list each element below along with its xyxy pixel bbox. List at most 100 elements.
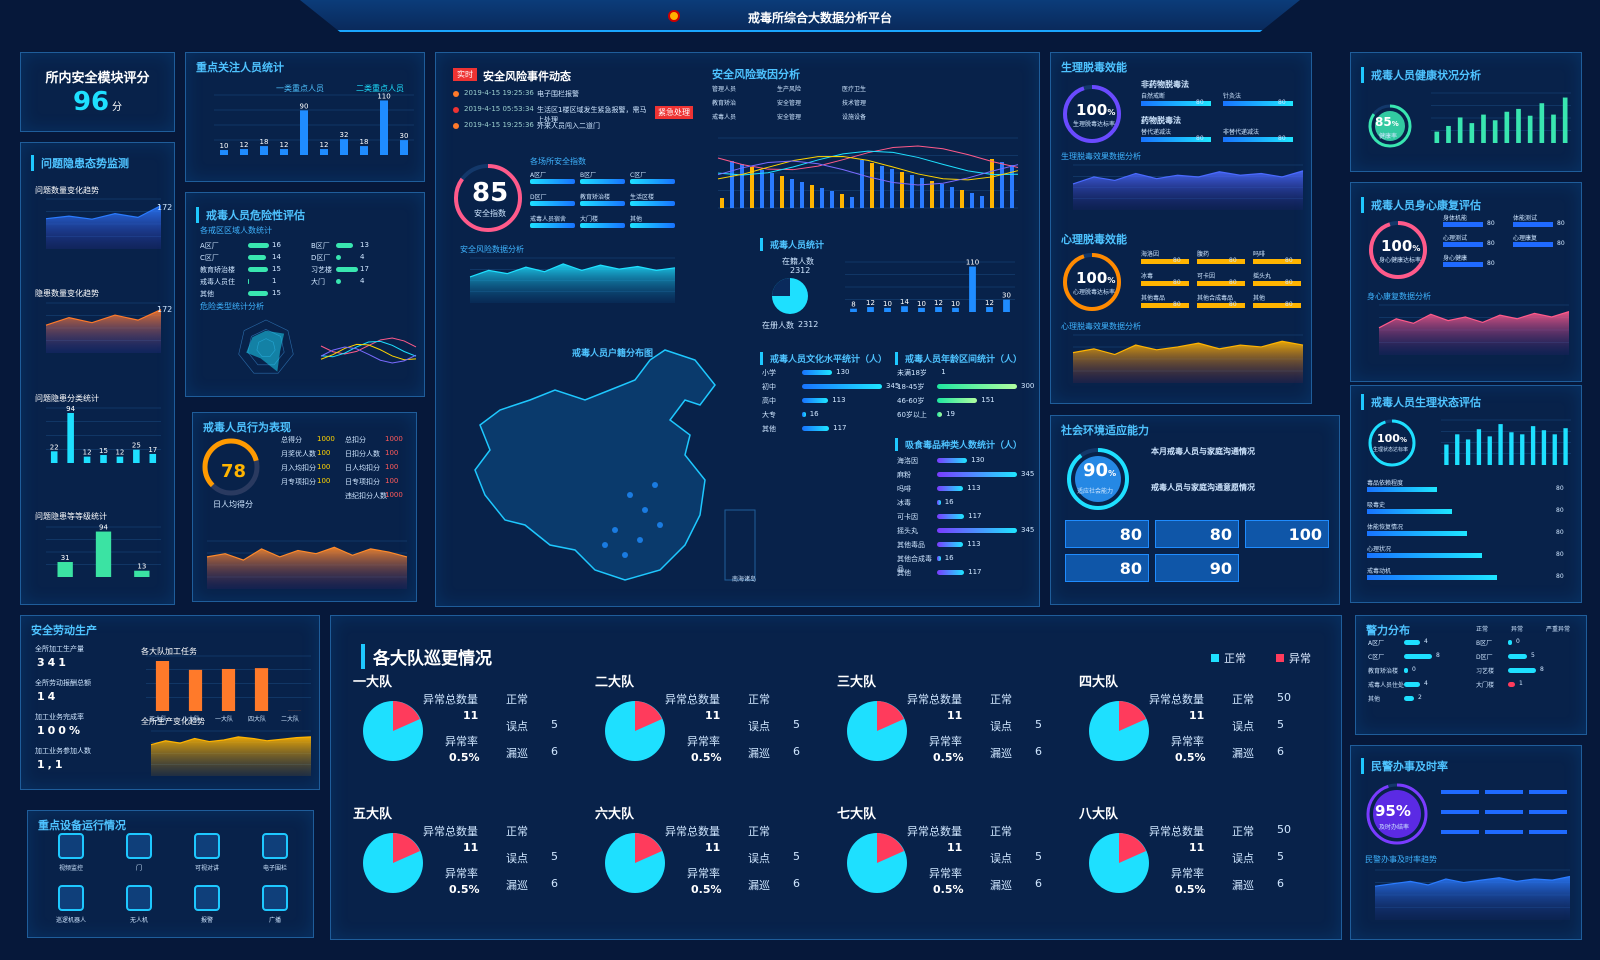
civil-bar <box>1485 790 1523 794</box>
hz3-label: 12 <box>115 449 124 457</box>
device-icon-3[interactable] <box>262 833 288 859</box>
cause-line <box>717 150 1019 176</box>
hz1-line <box>45 204 162 220</box>
safety-score-value: 96 <box>72 87 110 117</box>
psy-bar <box>1197 303 1245 308</box>
team-abn-value: 11 <box>705 841 721 854</box>
device-icon-6[interactable] <box>194 885 220 911</box>
device-icon-0[interactable] <box>58 833 84 859</box>
cause-bar <box>910 175 914 208</box>
team-abn-label: 异常总数量 <box>1149 693 1204 706</box>
place-label: D区厂 <box>530 194 547 201</box>
event-desc[interactable]: 外来人员闯入二道门 <box>537 122 600 130</box>
team-abn-label: 异常总数量 <box>1149 825 1204 838</box>
cause-bar <box>890 169 894 208</box>
production-area-chart <box>150 730 312 776</box>
production-bar-label: 二大队 <box>281 716 300 723</box>
team-rate-label: 异常率 <box>687 867 720 880</box>
psy-bar-label: 其他合成毒品 <box>1197 295 1234 302</box>
focus-label: 32 <box>340 131 349 139</box>
physio-area-chart <box>1072 164 1304 210</box>
personnel-total2-label: 在册人数 <box>762 321 794 330</box>
behavior-panel: 戒毒人员行为表现 78 日人均得分 总得分 1000 月奖优人数 100 月入均扣分 10… <box>192 412 417 602</box>
cause-legend-item: 生产风险 <box>777 86 802 93</box>
psy-bar-value: 80 <box>1229 257 1237 264</box>
team-miss-value: 6 <box>1035 745 1042 758</box>
risk-left-label: 其他 <box>200 290 214 298</box>
team-err-label: 误点 <box>506 852 528 865</box>
team-pie <box>363 701 423 761</box>
hz2-area <box>46 309 161 353</box>
hz3-label: 22 <box>50 443 59 451</box>
risk-line <box>320 346 417 364</box>
device-icon-7[interactable] <box>262 885 288 911</box>
cause-bar <box>980 196 984 208</box>
prod-bar <box>155 661 170 711</box>
cause-bar <box>720 198 724 208</box>
health-bar <box>1551 114 1556 143</box>
cause-bar <box>880 166 884 208</box>
riskArea-area <box>470 263 675 303</box>
physio-bar-value: 80 <box>1278 99 1286 106</box>
edu-label: 大专 <box>762 411 776 419</box>
device-icon-5[interactable] <box>126 885 152 911</box>
device-label: 广播 <box>268 917 281 924</box>
team-rate-label: 异常率 <box>445 735 478 748</box>
risk-cause-chart <box>717 137 1019 209</box>
civil-label: 及时办结率 <box>1379 824 1410 831</box>
cause-bar <box>800 182 804 208</box>
team-pie-abnormal <box>393 701 420 731</box>
civil-bar <box>1529 810 1567 814</box>
event-desc[interactable]: 生活区1楼区域发生紧急报警，需马上处理 <box>537 106 647 124</box>
behavior-row2-label: 日扣分人数 <box>345 450 380 458</box>
hz3-label: 15 <box>99 447 108 455</box>
production-bars-title: 各大队加工任务 <box>141 647 197 656</box>
edu-bar <box>802 426 830 431</box>
focus-legend-1: 一类重点人员 <box>276 84 324 93</box>
health-bar <box>1504 111 1510 143</box>
device-icon-4[interactable] <box>58 885 84 911</box>
focus-label: 10 <box>220 142 229 150</box>
social-tile-5: 90 <box>1155 554 1239 582</box>
cause-bar <box>930 181 934 208</box>
psy-bar-label: 腹药 <box>1197 251 1210 258</box>
team-abn-value: 11 <box>1189 709 1205 722</box>
china-map[interactable] <box>455 345 756 590</box>
team-pie <box>847 833 907 893</box>
health-bar-chart <box>1431 92 1571 143</box>
production-stat-label: 全所劳动报酬总额 <box>35 679 91 687</box>
civil-panel: 民警办事及时率 95% 及时办结率 民警办事及时率趋势 <box>1350 745 1582 940</box>
rehab-item-value: 80 <box>1557 220 1565 227</box>
beh-line <box>206 546 408 561</box>
risk-line <box>320 343 417 361</box>
pie-slice <box>772 278 790 296</box>
focus-label: 90 <box>300 102 309 110</box>
health-bar <box>1446 125 1451 143</box>
civil-bars <box>1441 790 1567 834</box>
risk-radar-chart <box>238 319 294 374</box>
edu-label: 初中 <box>762 383 776 391</box>
patrol-title: 各大队巡更情况 <box>361 644 492 669</box>
physio-bar-value: 80 <box>1278 135 1286 142</box>
team-rate-value: 0.5% <box>449 883 480 896</box>
device-icon-2[interactable] <box>194 833 220 859</box>
safety-index-label: 安全指数 <box>474 209 506 218</box>
psy-bar-value: 80 <box>1173 301 1181 308</box>
pe-bar <box>1465 439 1471 465</box>
hz3-bar <box>67 413 74 463</box>
psy-bar-value: 80 <box>1285 301 1293 308</box>
risk-right-bar <box>336 255 342 260</box>
health-bar <box>1469 123 1475 143</box>
health-bar <box>1492 120 1498 143</box>
events-sub2: 安全风险数据分析 <box>460 245 524 254</box>
pers-label: 30 <box>1002 292 1011 300</box>
device-icon-1[interactable] <box>126 833 152 859</box>
team-miss-value: 6 <box>793 877 800 890</box>
event-desc[interactable]: 电子围栏报警 <box>537 90 579 98</box>
physio-eval-row-bar <box>1367 531 1467 536</box>
physio-panel: 生理脱毒效能 100% 生理脱毒达标率 非药物脱毒法 药物脱毒法 生理脱毒效果数… <box>1050 52 1312 404</box>
physio-bar <box>1223 137 1293 142</box>
place-label: 戒毒人员宿舍 <box>530 216 567 223</box>
events-tag[interactable]: 紧急处理 <box>655 106 693 119</box>
team-err-value: 5 <box>1035 850 1042 863</box>
